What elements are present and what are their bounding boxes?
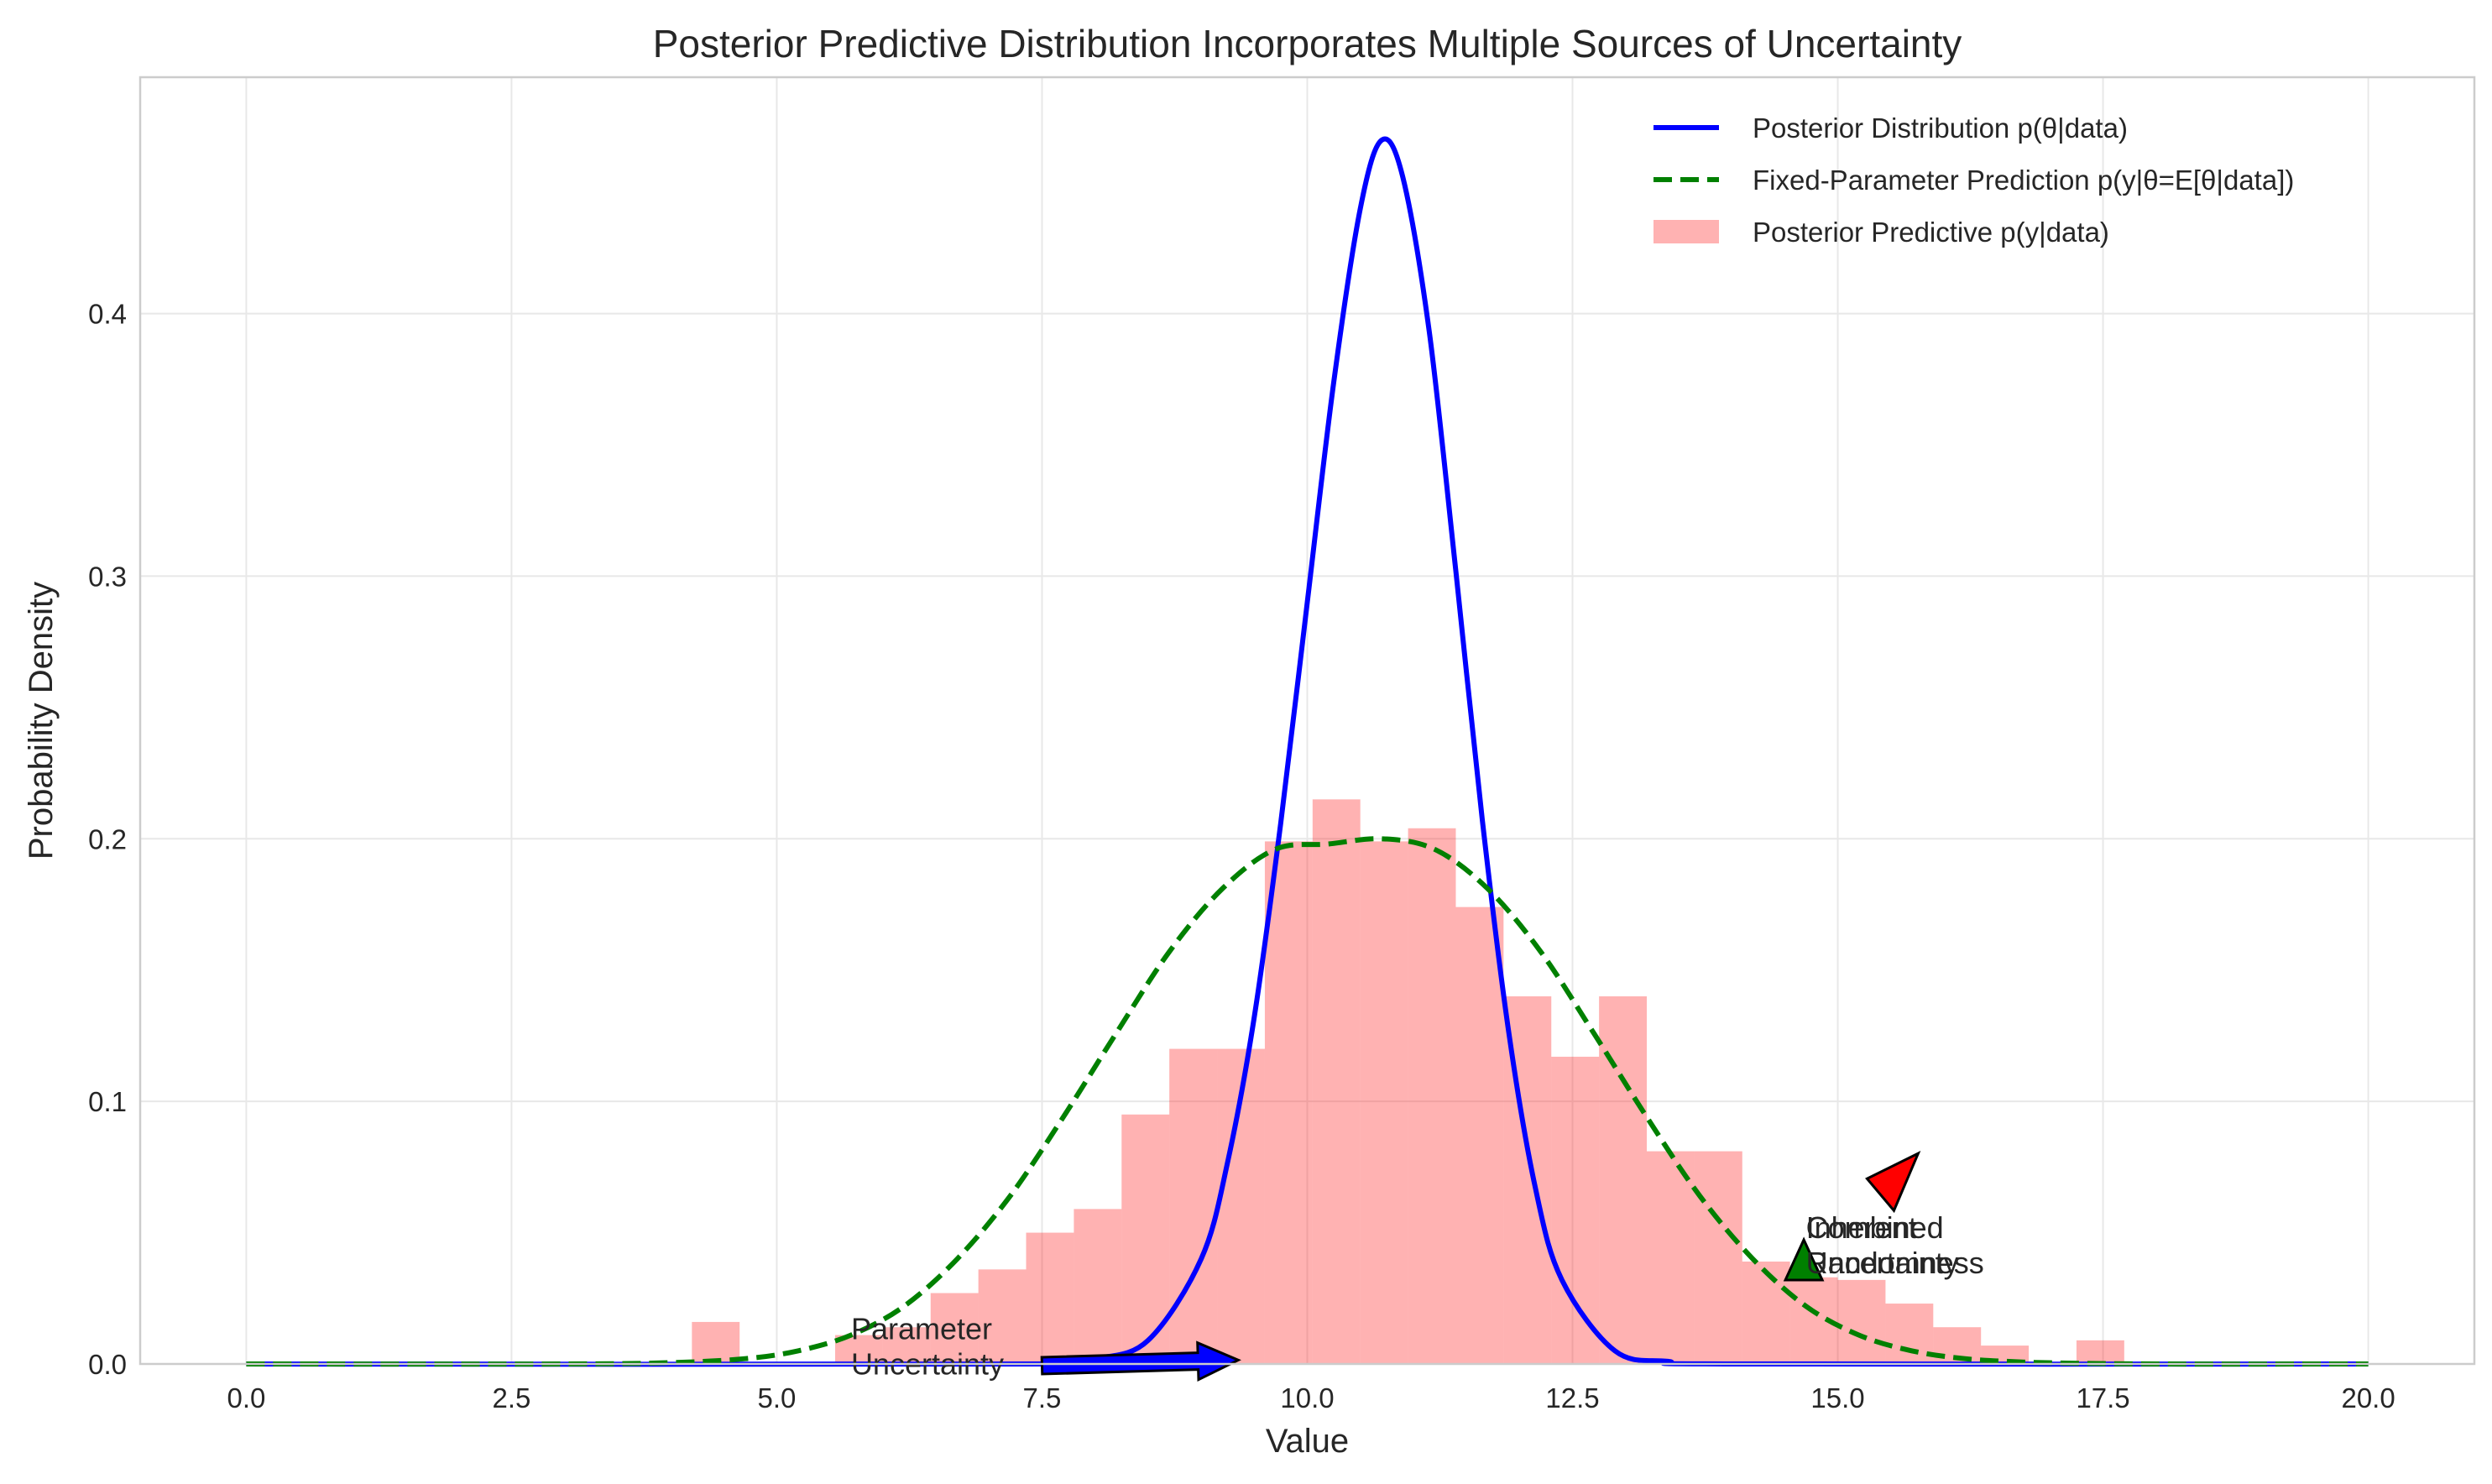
histogram-bar	[1551, 1056, 1600, 1364]
legend-label: Posterior Distribution p(θ|data)	[1753, 112, 2128, 144]
posterior-predictive-histogram	[692, 799, 2124, 1364]
combined-uncertainty-marker	[1865, 1150, 1921, 1214]
histogram-bar	[1694, 1151, 1742, 1364]
legend-label: Fixed-Parameter Prediction p(y|θ=E[θ|dat…	[1753, 165, 2294, 196]
posterior-distribution-line	[246, 136, 2369, 1367]
histogram-bar	[930, 1293, 979, 1364]
histogram-bar	[692, 1321, 740, 1364]
inherent-randomness-marker	[1783, 1236, 1825, 1282]
inherent-randomness-label: Inherent Randomness	[1806, 1210, 1984, 1280]
x-axis-label: Value	[1266, 1423, 1349, 1460]
histogram-bar	[1455, 907, 1504, 1364]
y-axis-label: Probability Density	[23, 582, 60, 860]
combined-uncertainty-label: Combined Uncertainty	[1806, 1210, 1959, 1280]
legend-item-posterior: Posterior Distribution p(θ|data)	[1653, 112, 2128, 144]
x-tick-label: 5.0	[758, 1382, 797, 1413]
histogram-bar	[978, 1269, 1027, 1364]
histogram-bar	[2076, 1340, 2124, 1364]
y-axis-ticks: 0.0 0.1 0.2 0.3 0.4	[88, 299, 127, 1380]
y-tick-label: 0.4	[88, 299, 127, 330]
parameter-uncertainty-label: Parameter Uncertainty	[851, 1312, 1004, 1382]
histogram-bar	[1026, 1232, 1074, 1364]
histogram-bar	[1169, 1048, 1218, 1364]
histogram-bar	[1264, 841, 1313, 1364]
histogram-bar	[1742, 1261, 1790, 1364]
histogram-bar	[1360, 841, 1408, 1364]
histogram-bar	[1885, 1304, 1934, 1364]
legend-item-posterior-predictive: Posterior Predictive p(y|data)	[1653, 217, 2109, 248]
histogram-bar	[1837, 1279, 1886, 1364]
x-tick-label: 20.0	[2341, 1382, 2395, 1413]
parameter-uncertainty-arrow	[1040, 1340, 1241, 1382]
x-tick-label: 12.5	[1545, 1382, 1599, 1413]
histogram-bar	[1647, 1151, 1695, 1364]
histogram-bar	[1408, 828, 1456, 1364]
x-tick-label: 17.5	[2076, 1382, 2129, 1413]
legend-swatch	[1653, 220, 1719, 243]
x-tick-label: 0.0	[227, 1382, 265, 1413]
y-tick-label: 0.0	[88, 1349, 127, 1380]
legend: Posterior Distribution p(θ|data) Fixed-Pa…	[1653, 112, 2294, 248]
x-tick-label: 2.5	[492, 1382, 530, 1413]
x-axis-ticks: 0.0 2.5 5.0 7.5 10.0 12.5 15.0 17.5 20.0	[227, 1382, 2395, 1413]
y-tick-label: 0.2	[88, 823, 127, 854]
legend-item-fixed-parameter: Fixed-Parameter Prediction p(y|θ=E[θ|dat…	[1653, 165, 2294, 196]
legend-label: Posterior Predictive p(y|data)	[1753, 217, 2109, 248]
histogram-bar	[1312, 799, 1361, 1364]
y-tick-label: 0.3	[88, 561, 127, 592]
y-tick-label: 0.1	[88, 1086, 127, 1117]
series-lines	[246, 136, 2369, 1367]
x-tick-label: 15.0	[1810, 1382, 1864, 1413]
histogram-bar	[882, 1327, 931, 1364]
x-tick-label: 10.0	[1280, 1382, 1334, 1413]
x-tick-label: 7.5	[1023, 1382, 1062, 1413]
plot-frame	[138, 76, 2476, 1366]
fixed-parameter-prediction-line	[246, 836, 2369, 1367]
histogram-bar	[1074, 1209, 1122, 1364]
chart-title: Posterior Predictive Distribution Incorp…	[653, 22, 1962, 65]
